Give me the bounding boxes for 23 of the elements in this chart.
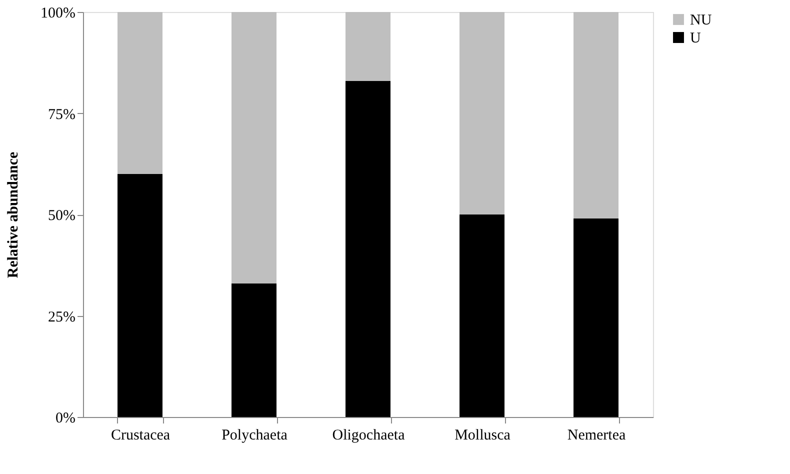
bar [460,214,504,417]
x-tick-label: Nemertea [567,428,626,444]
bar [574,12,618,219]
bar [460,12,504,214]
bar [118,174,162,417]
x-tick-label: Oligochaeta [332,428,406,444]
legend-label: NU [690,12,712,28]
bar [232,283,276,417]
legend-label: U [690,30,701,46]
x-tick-label: Crustacea [110,428,170,444]
bar [346,80,390,417]
x-tick-label: Mollusca [454,428,511,444]
bar [118,12,162,174]
x-tick-label: Polychaeta [222,428,288,444]
bar [574,218,618,417]
y-tick-label: 25% [48,309,76,326]
y-tick-label: 0% [56,410,76,426]
y-tick-label: 100% [40,6,76,22]
bar [346,12,390,81]
bar [232,12,276,284]
y-axis-title: Relative abundance [6,152,22,278]
y-tick-label: 75% [48,106,76,123]
y-tick-label: 50% [48,208,76,224]
